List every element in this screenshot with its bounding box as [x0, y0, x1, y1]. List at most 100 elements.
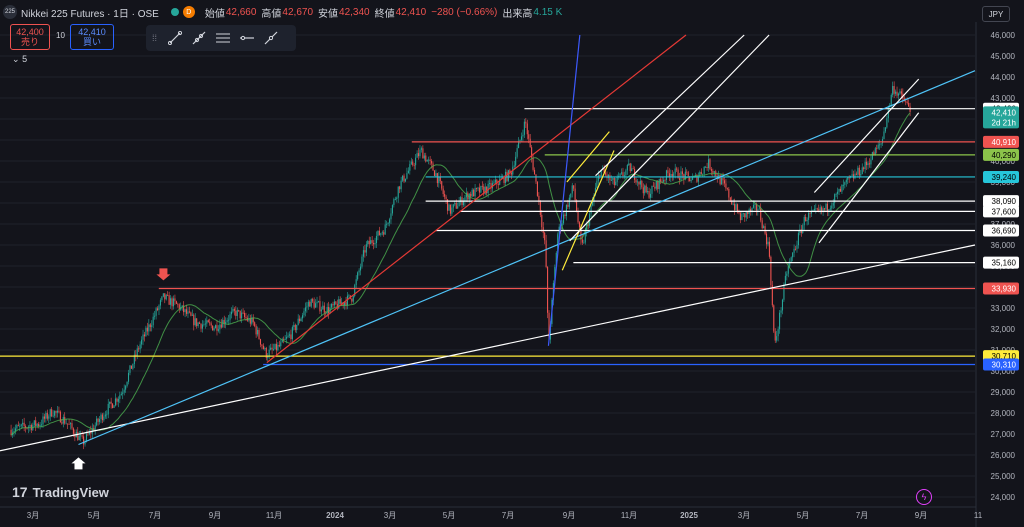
candle-body: [72, 428, 74, 434]
time-tick-label: 7月: [502, 511, 514, 520]
candle-body: [83, 436, 85, 445]
candle-body: [441, 181, 443, 189]
candle-body: [510, 172, 512, 175]
candle-body: [407, 170, 409, 174]
candle-body: [145, 327, 147, 337]
symbol-title[interactable]: Nikkei 225 Futures · 1日 · OSE: [21, 8, 159, 20]
candle-body: [185, 309, 188, 314]
candle-body: [712, 170, 714, 173]
candle-body: [46, 412, 48, 419]
candle-body: [544, 232, 546, 241]
candle-body: [873, 152, 875, 156]
candle-body: [631, 168, 633, 172]
candle-body: [620, 172, 623, 174]
candle-body: [677, 169, 679, 179]
candle-body: [494, 179, 496, 183]
candle-body: [794, 248, 797, 250]
candle-body: [813, 208, 815, 211]
candle-body: [490, 183, 492, 189]
candle-body: [605, 172, 607, 175]
candle-body: [844, 182, 846, 185]
candle-body: [293, 324, 295, 328]
candle-body: [352, 296, 354, 302]
candle-body: [881, 139, 884, 144]
lightning-icon[interactable]: ϟ: [916, 489, 932, 505]
candle-body: [481, 185, 483, 187]
extended-line-icon[interactable]: [262, 29, 280, 47]
candle-body: [765, 233, 768, 245]
candle-body: [536, 181, 538, 196]
candle-body: [779, 312, 781, 330]
currency-selector[interactable]: JPY: [982, 6, 1010, 22]
candle-body: [474, 188, 476, 197]
horizontal-line-icon[interactable]: [238, 29, 256, 47]
candle-body: [207, 320, 209, 323]
candle-body: [17, 425, 19, 427]
candle-body: [555, 252, 557, 268]
candle-body: [879, 144, 881, 146]
moving-average-line: [10, 112, 911, 436]
candle-body: [172, 298, 175, 307]
candle-body: [861, 167, 863, 174]
candle-body: [410, 161, 412, 165]
candle-body: [151, 325, 153, 328]
ray-icon[interactable]: [190, 29, 208, 47]
candle-body: [177, 303, 179, 305]
candle-body: [874, 148, 876, 156]
candle-body: [821, 207, 823, 211]
parallel-channel-icon[interactable]: [214, 29, 232, 47]
candle-body: [750, 209, 752, 212]
down-arrow-marker: [156, 268, 171, 281]
candle-body: [333, 301, 335, 306]
indicators-toggle[interactable]: ⌄ 5: [12, 54, 27, 65]
candle-body: [402, 175, 404, 181]
candle-body: [464, 197, 466, 202]
candle-body: [45, 412, 47, 419]
candle-body: [689, 176, 691, 182]
candle-body: [761, 220, 763, 229]
candle-body: [596, 180, 598, 188]
trendline: [78, 70, 976, 446]
trendline-icon[interactable]: [166, 29, 184, 47]
candle-body: [648, 191, 650, 198]
candle-body: [644, 185, 646, 194]
candle-body: [710, 169, 712, 171]
candle-body: [639, 180, 641, 185]
time-tick-label: 5月: [797, 511, 809, 520]
buy-label: 買い: [82, 37, 101, 47]
candle-body: [58, 410, 60, 412]
candle-body: [196, 318, 198, 327]
candle-body: [156, 308, 159, 311]
candle-body: [610, 179, 612, 181]
candle-body: [184, 309, 186, 313]
candle-body: [175, 301, 177, 304]
candle-body: [664, 179, 666, 181]
indicator-count: 5: [22, 54, 28, 64]
buy-button[interactable]: 42,410 買い: [70, 24, 114, 50]
candle-body: [255, 326, 257, 335]
candle-body: [808, 212, 810, 220]
candle-body: [130, 365, 132, 369]
candle-body: [417, 153, 420, 157]
candle-body: [335, 301, 337, 305]
candle-body: [591, 201, 594, 206]
time-tick-label: 5月: [88, 511, 100, 520]
candle-body: [125, 386, 127, 390]
candle-body: [905, 101, 907, 103]
candle-body: [139, 344, 141, 350]
candle-body: [354, 285, 356, 297]
candle-body: [509, 170, 511, 173]
candle-body: [200, 323, 202, 329]
candle-body: [277, 345, 279, 351]
sell-button[interactable]: 42,400 売り: [10, 24, 50, 50]
candle-body: [168, 295, 170, 305]
candle-body: [390, 213, 392, 220]
candle-body: [93, 428, 95, 431]
candle-body: [567, 204, 569, 207]
candle-body: [745, 212, 747, 218]
candle-body: [835, 193, 837, 195]
candle-body: [870, 159, 872, 165]
drag-handle-icon[interactable]: ⁞⁞: [152, 33, 158, 43]
sell-label: 売り: [20, 37, 39, 47]
